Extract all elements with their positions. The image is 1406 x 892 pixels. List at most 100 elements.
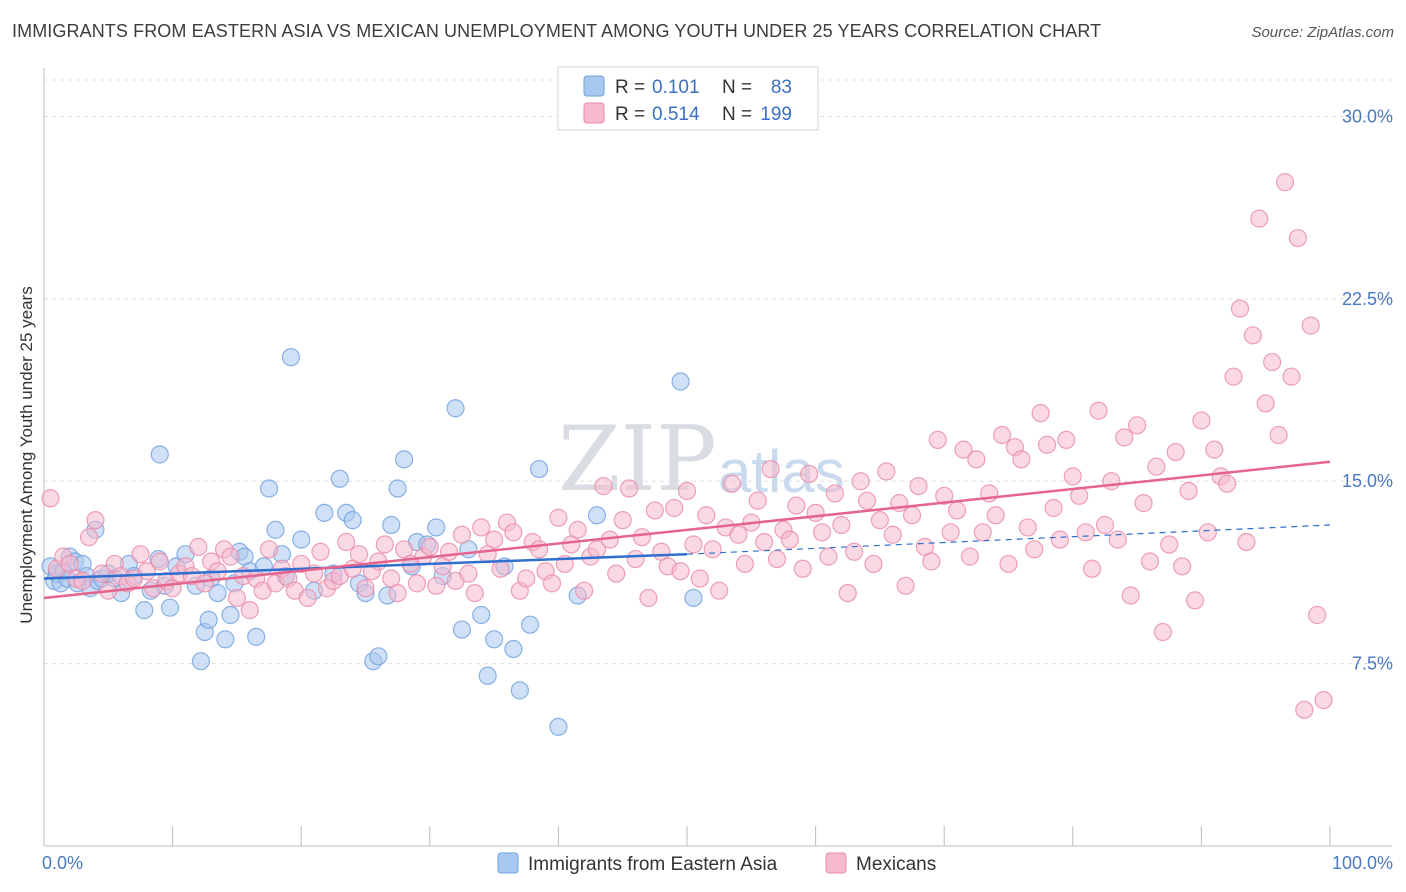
point-mexican <box>992 425 1012 445</box>
point-mexican <box>793 559 812 578</box>
point-mexican <box>517 569 536 588</box>
point-eastern-asia <box>478 666 497 685</box>
point-mexican <box>131 545 150 564</box>
point-mexican <box>427 576 446 595</box>
point-mexican <box>1031 404 1050 423</box>
point-mexican <box>1160 535 1179 554</box>
point-mexican <box>909 477 928 496</box>
series-mexicans-points <box>41 173 1333 719</box>
y-tick-label: 22.5% <box>1342 289 1393 309</box>
point-mexican <box>902 506 922 525</box>
point-eastern-asia <box>521 615 540 634</box>
y-axis-label: Unemployment Among Youth under 25 years <box>17 286 36 623</box>
x-tick-max: 100.0% <box>1332 853 1393 873</box>
point-mexican <box>632 528 652 547</box>
point-mexican <box>1018 518 1037 537</box>
point-mexican <box>690 569 709 588</box>
point-mexican <box>227 588 246 608</box>
point-mexican <box>1288 228 1307 248</box>
point-mexican <box>150 552 169 571</box>
point-mexican <box>1179 481 1198 501</box>
point-mexican <box>549 508 568 527</box>
point-mexican <box>420 537 439 556</box>
point-mexican <box>1063 467 1082 486</box>
point-mexican <box>86 511 105 530</box>
point-mexican <box>684 535 703 554</box>
legend-r-mexicans: 0.514 <box>652 104 700 125</box>
point-mexican <box>1076 523 1095 542</box>
point-mexican <box>1115 428 1134 447</box>
point-eastern-asia <box>330 469 349 488</box>
point-mexican <box>375 535 394 554</box>
point-mexican <box>1282 367 1301 386</box>
point-mexican <box>620 479 639 498</box>
point-mexican <box>1269 425 1288 445</box>
point-mexican <box>259 540 279 559</box>
point-mexican <box>877 462 896 481</box>
point-mexican <box>735 554 754 574</box>
point-eastern-asia <box>343 511 362 530</box>
point-mexican <box>594 477 613 496</box>
point-mexican <box>1121 586 1140 605</box>
point-mexican <box>1057 430 1076 449</box>
point-mexican <box>1044 498 1063 518</box>
point-mexican <box>787 496 806 515</box>
point-mexican <box>1166 442 1185 462</box>
bottom-legend-eastern-asia: Immigrants from Eastern Asia <box>528 854 778 875</box>
point-eastern-asia <box>259 479 279 498</box>
point-mexican <box>677 481 697 501</box>
point-mexican <box>883 525 902 544</box>
point-mexican <box>935 486 954 505</box>
point-eastern-asia <box>684 588 703 608</box>
point-mexican <box>607 564 626 583</box>
point-mexican <box>703 540 722 559</box>
point-mexican <box>722 474 742 493</box>
point-mexican <box>1224 367 1243 386</box>
point-mexican <box>960 547 980 566</box>
point-mexican <box>1082 559 1102 578</box>
point-eastern-asia <box>292 530 311 549</box>
point-eastern-asia <box>452 620 472 639</box>
point-mexican <box>1108 530 1127 549</box>
point-mexican <box>941 523 960 542</box>
point-mexican <box>967 450 986 469</box>
point-mexican <box>613 511 632 530</box>
point-eastern-asia <box>388 479 407 498</box>
point-eastern-asia <box>587 506 607 525</box>
point-mexican <box>388 583 407 603</box>
point-mexican <box>825 484 844 503</box>
point-mexican <box>1050 530 1070 549</box>
axes <box>43 68 1392 847</box>
point-mexican <box>922 552 941 571</box>
point-mexican <box>1037 435 1057 454</box>
point-mexican <box>1243 326 1262 345</box>
x-tick-min: 0.0% <box>42 853 83 873</box>
point-mexican <box>954 440 973 459</box>
point-mexican <box>221 547 240 566</box>
point-eastern-asia <box>247 627 266 646</box>
point-mexican <box>748 491 767 510</box>
point-mexican <box>870 511 890 530</box>
point-mexican <box>195 574 214 593</box>
point-mexican <box>767 549 787 569</box>
y-tick-label: 7.5% <box>1352 654 1393 674</box>
bottom-legend-swatch-eastern-asia <box>497 852 519 874</box>
point-eastern-asia <box>549 717 568 736</box>
point-mexican <box>896 576 915 595</box>
point-eastern-asia <box>446 399 465 418</box>
legend-r-eastern-asia: 0.101 <box>652 77 700 98</box>
point-mexican <box>1134 494 1153 513</box>
point-mexican <box>189 537 208 556</box>
point-mexican <box>1250 209 1269 228</box>
point-mexican <box>710 581 729 600</box>
top-legend: R = 0.101 N = 83 R = 0.514 N = 199 <box>557 66 819 131</box>
point-mexican <box>568 520 587 539</box>
point-eastern-asia <box>427 518 446 537</box>
point-eastern-asia <box>150 445 169 464</box>
source-label: Source: ZipAtlas.com <box>1251 24 1394 41</box>
legend-swatch-mexicans <box>583 102 605 124</box>
trend-line-eastern-asia <box>43 552 688 580</box>
legend-n-label: N = <box>722 77 752 98</box>
point-mexican <box>356 579 375 598</box>
point-eastern-asia <box>485 630 504 649</box>
